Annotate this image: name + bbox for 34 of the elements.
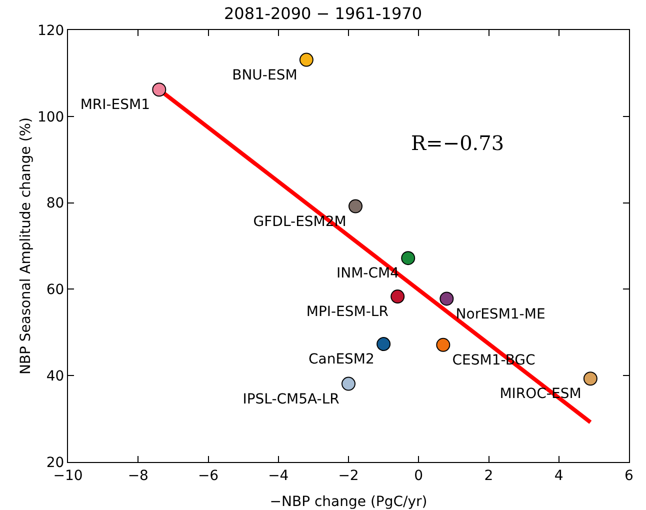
y-tick-label: 120 xyxy=(37,22,64,39)
x-tick-label: 4 xyxy=(554,468,564,484)
x-tick-label: −4 xyxy=(268,468,289,484)
point xyxy=(401,251,416,266)
y-tick-label: 60 xyxy=(46,282,64,298)
point xyxy=(376,337,391,352)
point xyxy=(299,52,314,67)
point xyxy=(436,338,450,352)
point xyxy=(348,199,363,214)
point xyxy=(583,372,598,386)
x-tick-label: −2 xyxy=(338,468,359,484)
series-label: BNU-ESM xyxy=(232,67,298,84)
chart-title: 2081-2090 − 1961-1970 xyxy=(224,4,422,23)
x-axis-title: −NBP change (PgC/yr) xyxy=(270,494,428,510)
x-tick-label: −8 xyxy=(128,468,148,484)
point xyxy=(152,82,166,97)
point xyxy=(390,290,405,304)
series-label: MPI-ESM-LR xyxy=(306,304,389,320)
y-tick-label: 40 xyxy=(46,368,64,384)
point xyxy=(342,376,356,391)
x-tick-label: 6 xyxy=(624,468,634,484)
x-tick-label: 2 xyxy=(484,468,494,484)
y-tick-label: 100 xyxy=(37,109,64,126)
x-tick-label: 0 xyxy=(414,468,424,484)
series-label: NorESM1-ME xyxy=(456,306,546,322)
series-label: INM-CM4 xyxy=(336,266,400,282)
point xyxy=(440,292,454,306)
x-tick-label: −6 xyxy=(198,468,219,484)
annotation: R=−0.73 xyxy=(411,131,504,155)
series-label: CanESM2 xyxy=(308,352,374,368)
series-label: IPSL-CM5A-LR xyxy=(242,391,340,408)
y-tick-label: 80 xyxy=(46,196,64,212)
series-label: MRI-ESM1 xyxy=(80,97,150,114)
y-axis-title: NBP Seasonal Amplitude change (%) xyxy=(18,117,34,375)
